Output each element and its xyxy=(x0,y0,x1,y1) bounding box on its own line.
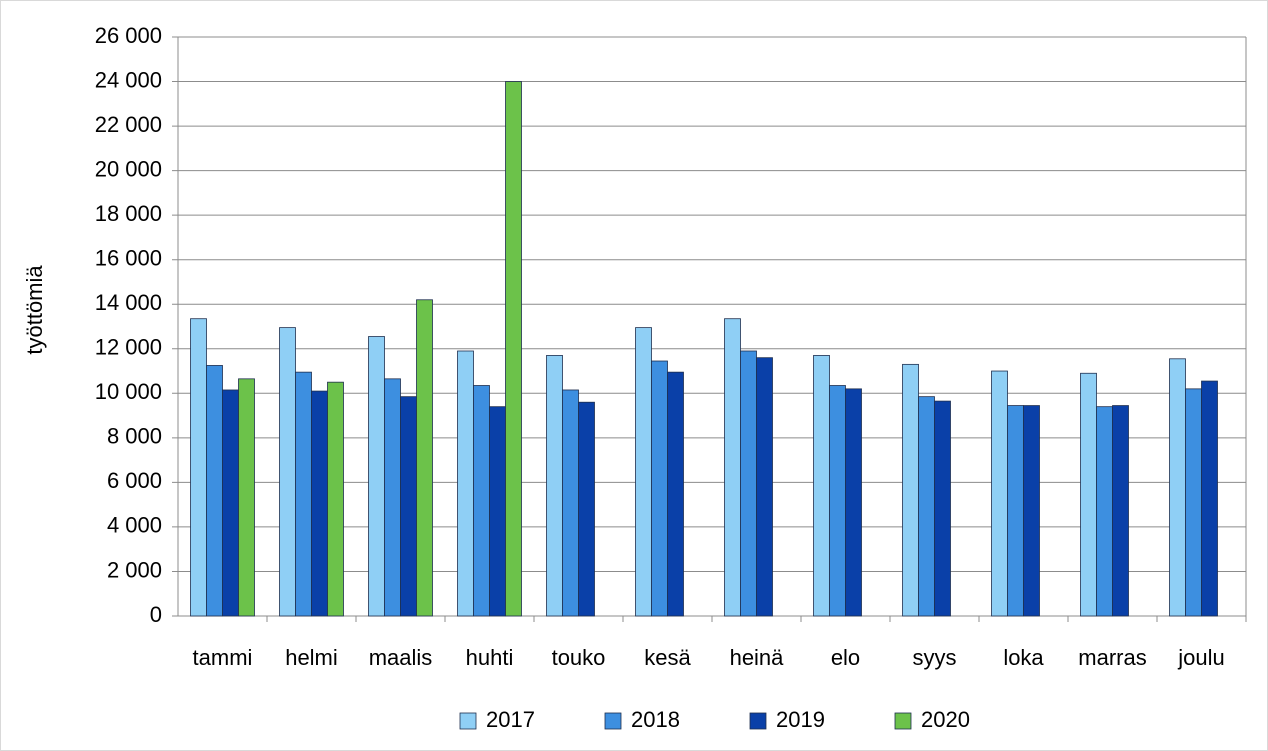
legend-label: 2018 xyxy=(631,707,680,732)
legend-label: 2020 xyxy=(921,707,970,732)
bar xyxy=(651,360,668,617)
y-tick-label: 16 000 xyxy=(95,246,162,271)
bar xyxy=(813,355,830,617)
bar xyxy=(991,370,1008,617)
bar xyxy=(902,363,919,617)
bar xyxy=(724,318,741,617)
bar xyxy=(384,378,401,617)
x-tick-label: joulu xyxy=(1177,645,1224,670)
bar xyxy=(1023,405,1040,617)
y-axis-title: työttömiä xyxy=(22,265,47,355)
legend-swatch xyxy=(459,712,477,730)
bar xyxy=(1185,388,1202,617)
y-tick-label: 6 000 xyxy=(107,468,162,493)
x-tick-label: kesä xyxy=(644,645,691,670)
bar xyxy=(505,81,522,617)
x-tick-label: elo xyxy=(831,645,860,670)
x-tick-label: marras xyxy=(1078,645,1146,670)
legend-label: 2019 xyxy=(776,707,825,732)
bar xyxy=(578,401,595,617)
y-tick-label: 4 000 xyxy=(107,513,162,538)
legend-label: 2017 xyxy=(486,707,535,732)
y-tick-label: 12 000 xyxy=(95,335,162,360)
bar xyxy=(368,336,385,617)
bar xyxy=(473,385,490,617)
y-tick-label: 8 000 xyxy=(107,424,162,449)
bar xyxy=(295,371,312,617)
bar xyxy=(829,385,846,617)
bar xyxy=(1080,372,1097,617)
bar xyxy=(740,350,757,617)
bar xyxy=(1007,405,1024,617)
legend-swatch xyxy=(894,712,912,730)
x-tick-label: huhti xyxy=(466,645,514,670)
y-tick-label: 26 000 xyxy=(95,23,162,48)
x-tick-label: helmi xyxy=(285,645,338,670)
y-tick-label: 14 000 xyxy=(95,290,162,315)
x-tick-label: maalis xyxy=(369,645,433,670)
y-tick-label: 18 000 xyxy=(95,201,162,226)
bar xyxy=(206,365,223,617)
bar xyxy=(327,381,344,617)
bar xyxy=(546,355,563,617)
y-tick-label: 2 000 xyxy=(107,557,162,582)
y-tick-label: 22 000 xyxy=(95,112,162,137)
bar xyxy=(562,389,579,617)
bar xyxy=(1096,406,1113,617)
bar xyxy=(222,389,239,617)
bar xyxy=(667,371,684,617)
bar xyxy=(1201,380,1218,617)
bar xyxy=(238,378,255,617)
bar xyxy=(400,396,417,617)
legend-swatch xyxy=(604,712,622,730)
bar xyxy=(1169,358,1186,617)
bar xyxy=(845,388,862,617)
bar xyxy=(190,318,207,617)
y-tick-label: 20 000 xyxy=(95,156,162,181)
bar xyxy=(1112,405,1129,617)
x-tick-label: syys xyxy=(913,645,957,670)
bar xyxy=(934,400,951,617)
y-tick-label: 0 xyxy=(150,602,162,627)
bar xyxy=(756,357,773,617)
bar xyxy=(918,396,935,617)
y-tick-label: 24 000 xyxy=(95,67,162,92)
bar xyxy=(416,299,433,617)
bar xyxy=(311,390,328,617)
legend-swatch xyxy=(749,712,767,730)
x-tick-label: touko xyxy=(552,645,606,670)
x-tick-label: heinä xyxy=(730,645,785,670)
bar xyxy=(279,327,296,617)
bar xyxy=(457,350,474,617)
x-tick-label: tammi xyxy=(193,645,253,670)
y-tick-label: 10 000 xyxy=(95,379,162,404)
bar xyxy=(489,406,506,617)
bar xyxy=(635,327,652,617)
x-tick-label: loka xyxy=(1003,645,1044,670)
